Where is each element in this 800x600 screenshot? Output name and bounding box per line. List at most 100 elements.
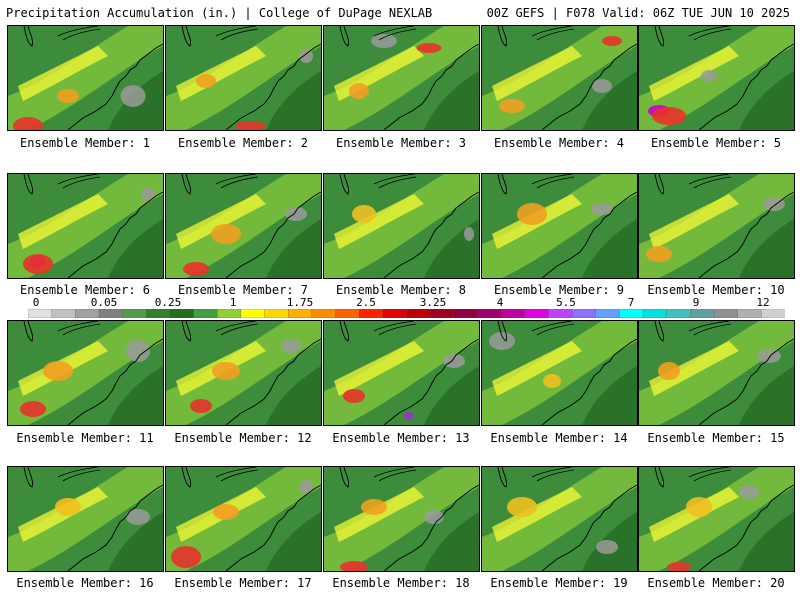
colorbar-bin [51, 309, 76, 318]
precip-map [482, 26, 637, 130]
panel-label-member-15: Ensemble Member: 15 [647, 431, 785, 445]
colorbar-bin [146, 309, 171, 318]
panel-label-member-3: Ensemble Member: 3 [335, 136, 467, 150]
colorbar-tick-label: 9 [692, 296, 700, 309]
precip-map [166, 26, 321, 130]
colorbar-bin [193, 309, 218, 318]
panel-label-member-6: Ensemble Member: 6 [19, 283, 151, 297]
map-panel-member-13 [323, 320, 480, 426]
map-panel-member-10 [638, 173, 795, 279]
panel-label-member-7: Ensemble Member: 7 [177, 283, 309, 297]
colorbar-tick-label: 5.5 [556, 296, 576, 309]
panel-label-member-14: Ensemble Member: 14 [490, 431, 628, 445]
valid-time: 00Z GEFS | F078 Valid: 06Z TUE JUN 10 20… [486, 6, 790, 20]
map-panel-member-17 [165, 466, 322, 572]
precip-map [8, 174, 163, 278]
panel-label-member-1: Ensemble Member: 1 [19, 136, 151, 150]
map-panel-member-6 [7, 173, 164, 279]
colorbar-bin [406, 309, 431, 318]
precip-map [482, 174, 637, 278]
colorbar-bin [666, 309, 692, 318]
precip-map [166, 174, 321, 278]
panel-label-member-9: Ensemble Member: 9 [493, 283, 625, 297]
precip-map [639, 321, 794, 425]
panel-label-member-17: Ensemble Member: 17 [174, 576, 312, 590]
panel-label-member-13: Ensemble Member: 13 [332, 431, 470, 445]
precip-map [324, 321, 479, 425]
precip-map [166, 321, 321, 425]
colorbar-tick-label: 1.75 [286, 296, 314, 309]
panel-label-member-19: Ensemble Member: 19 [490, 576, 628, 590]
map-panel-member-9 [481, 173, 638, 279]
precip-map [639, 174, 794, 278]
colorbar-bin [737, 309, 762, 318]
panel-label-member-5: Ensemble Member: 5 [650, 136, 782, 150]
precip-map [8, 467, 163, 571]
map-panel-member-11 [7, 320, 164, 426]
map-panel-member-20 [638, 466, 795, 572]
colorbar-bin [122, 309, 147, 318]
precip-map [639, 467, 794, 571]
colorbar-bin [311, 309, 337, 318]
colorbar-bin [288, 309, 313, 318]
colorbar-bin [217, 309, 242, 318]
colorbar-tick-label: 1 [229, 296, 237, 309]
colorbar [28, 309, 785, 318]
precip-map [8, 26, 163, 130]
map-panel-member-4 [481, 25, 638, 131]
colorbar-bin [713, 309, 739, 318]
colorbar-bin [240, 309, 266, 318]
precip-map [324, 174, 479, 278]
map-panel-member-16 [7, 466, 164, 572]
precip-map [482, 467, 637, 571]
map-panel-member-18 [323, 466, 480, 572]
colorbar-bin [382, 309, 408, 318]
colorbar-bin [264, 309, 289, 318]
colorbar-tick-label: 0.25 [154, 296, 182, 309]
panel-label-member-11: Ensemble Member: 11 [16, 431, 154, 445]
colorbar-bin [477, 309, 502, 318]
panel-label-member-16: Ensemble Member: 16 [16, 576, 154, 590]
panel-label-member-18: Ensemble Member: 18 [332, 576, 470, 590]
colorbar-bin [28, 309, 53, 318]
colorbar-bin [169, 309, 195, 318]
colorbar-bin [453, 309, 479, 318]
precip-map [324, 467, 479, 571]
colorbar-bin [619, 309, 644, 318]
colorbar-bin [595, 309, 621, 318]
colorbar-bin [359, 309, 384, 318]
colorbar-bin [500, 309, 526, 318]
map-panel-member-7 [165, 173, 322, 279]
colorbar-bin [335, 309, 360, 318]
panel-label-member-10: Ensemble Member: 10 [647, 283, 785, 297]
map-panel-member-5 [638, 25, 795, 131]
map-panel-member-8 [323, 173, 480, 279]
colorbar-bin [642, 309, 668, 318]
colorbar-tick-label: 4 [496, 296, 504, 309]
colorbar-tick-label: 2.5 [356, 296, 376, 309]
precip-map [482, 321, 637, 425]
colorbar-bin [548, 309, 573, 318]
chart-title: Precipitation Accumulation (in.) | Colle… [6, 6, 433, 20]
map-panel-member-2 [165, 25, 322, 131]
colorbar-bin [761, 309, 785, 318]
colorbar-tick-label: 0 [32, 296, 40, 309]
colorbar-bin [430, 309, 455, 318]
map-panel-member-3 [323, 25, 480, 131]
colorbar-tick-label: 3.25 [419, 296, 447, 309]
panel-label-member-12: Ensemble Member: 12 [174, 431, 312, 445]
precip-map [324, 26, 479, 130]
panel-label-member-8: Ensemble Member: 8 [335, 283, 467, 297]
map-panel-member-15 [638, 320, 795, 426]
colorbar-tick-label: 7 [627, 296, 635, 309]
colorbar-bin [690, 309, 715, 318]
precip-map [639, 26, 794, 130]
precip-map [166, 467, 321, 571]
colorbar-tick-label: 0.05 [90, 296, 118, 309]
panel-label-member-4: Ensemble Member: 4 [493, 136, 625, 150]
colorbar-bin [98, 309, 124, 318]
panel-label-member-20: Ensemble Member: 20 [647, 576, 785, 590]
panel-label-member-2: Ensemble Member: 2 [177, 136, 309, 150]
colorbar-bin [75, 309, 100, 318]
map-panel-member-19 [481, 466, 638, 572]
